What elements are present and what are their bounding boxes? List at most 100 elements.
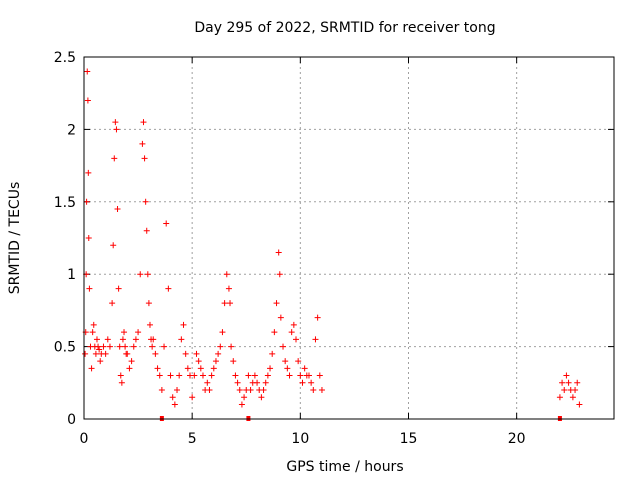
- data-point: [165, 285, 172, 292]
- axis-ticks: 0 5 10 15 20 0 0.5 1 1.5 2 2.5: [54, 50, 614, 447]
- data-point: [84, 68, 91, 75]
- data-point: [264, 372, 271, 379]
- data-point: [267, 365, 274, 372]
- data-point: [180, 321, 187, 328]
- data-point: [135, 329, 142, 336]
- data-point: [158, 387, 165, 394]
- data-point: [280, 343, 287, 350]
- x-tick-label: 0: [80, 431, 89, 447]
- data-point: [140, 119, 147, 126]
- data-point: [556, 394, 563, 401]
- x-tick-label: 20: [508, 431, 526, 447]
- data-point: [576, 401, 583, 408]
- data-point: [208, 372, 215, 379]
- data-point: [559, 379, 566, 386]
- data-point: [112, 119, 119, 126]
- data-point: [92, 350, 99, 357]
- data-point: [286, 372, 293, 379]
- data-point: [174, 387, 181, 394]
- data-point: [219, 329, 226, 336]
- data-point: [308, 379, 315, 386]
- data-point: [569, 394, 576, 401]
- data-points: [82, 68, 583, 421]
- data-point: [88, 365, 95, 372]
- data-point: [199, 372, 206, 379]
- data-point: [293, 336, 299, 343]
- data-point: [139, 140, 146, 147]
- data-point: [275, 249, 282, 256]
- data-point: [97, 358, 104, 365]
- data-point: [572, 387, 579, 394]
- data-point: [113, 126, 120, 133]
- data-point: [277, 314, 284, 321]
- x-tick-label: 15: [400, 431, 418, 447]
- data-point: [295, 358, 302, 365]
- data-point: [221, 300, 228, 307]
- data-point: [251, 372, 258, 379]
- data-point: [312, 336, 319, 343]
- y-tick-label: 2.5: [54, 50, 76, 66]
- data-point: [227, 300, 234, 307]
- data-point: [184, 365, 191, 372]
- data-point: [110, 242, 117, 249]
- data-point: [122, 343, 129, 350]
- data-point: [163, 220, 170, 227]
- data-point: [182, 350, 189, 357]
- data-point: [563, 372, 570, 379]
- data-point: [128, 358, 135, 365]
- data-point: [297, 372, 304, 379]
- data-point: [132, 336, 139, 343]
- data-point: [93, 336, 100, 343]
- data-point: [232, 372, 239, 379]
- data-point: [84, 97, 91, 104]
- data-point: [284, 365, 291, 372]
- x-axis-label: GPS time / hours: [286, 459, 403, 475]
- data-point: [116, 343, 123, 350]
- data-point: [90, 321, 97, 328]
- data-point: [228, 343, 235, 350]
- data-point: [171, 401, 178, 408]
- data-point: [85, 235, 92, 241]
- data-point: [167, 372, 174, 379]
- data-point: [191, 372, 198, 379]
- data-point: [318, 387, 325, 394]
- y-tick-label: 0.5: [54, 340, 76, 356]
- data-point: [85, 169, 92, 176]
- data-point: [102, 350, 109, 357]
- data-point: [111, 155, 118, 162]
- data-point: [121, 329, 128, 336]
- data-point: [146, 321, 153, 328]
- data-point: [212, 358, 219, 365]
- data-point: [260, 387, 267, 394]
- x-tick-label: 5: [188, 431, 197, 447]
- data-point: [254, 379, 261, 386]
- data-point: [137, 271, 144, 278]
- data-point: [83, 198, 90, 205]
- data-point: [299, 379, 306, 386]
- data-point: [152, 350, 159, 357]
- data-point: [119, 336, 126, 343]
- data-point: [96, 346, 103, 353]
- data-point: [142, 198, 149, 205]
- data-point: [234, 379, 241, 386]
- data-point: [269, 350, 276, 357]
- chart-title: Day 295 of 2022, SRMTID for receiver ton…: [194, 20, 495, 36]
- data-point: [176, 372, 183, 379]
- data-point: [217, 343, 224, 350]
- data-point: [210, 365, 217, 372]
- data-point: [206, 387, 213, 394]
- data-point: [310, 387, 317, 394]
- data-point: [149, 343, 156, 350]
- data-point: [154, 365, 161, 372]
- data-point: [204, 379, 211, 386]
- data-point: [114, 206, 121, 213]
- y-tick-label: 1: [67, 267, 76, 283]
- plot-frame: [83, 56, 615, 420]
- data-point: [314, 314, 321, 321]
- data-point: [305, 372, 312, 379]
- data-point: [258, 394, 265, 401]
- data-point: [118, 379, 125, 386]
- data-point: [193, 350, 200, 357]
- data-point: [276, 271, 283, 278]
